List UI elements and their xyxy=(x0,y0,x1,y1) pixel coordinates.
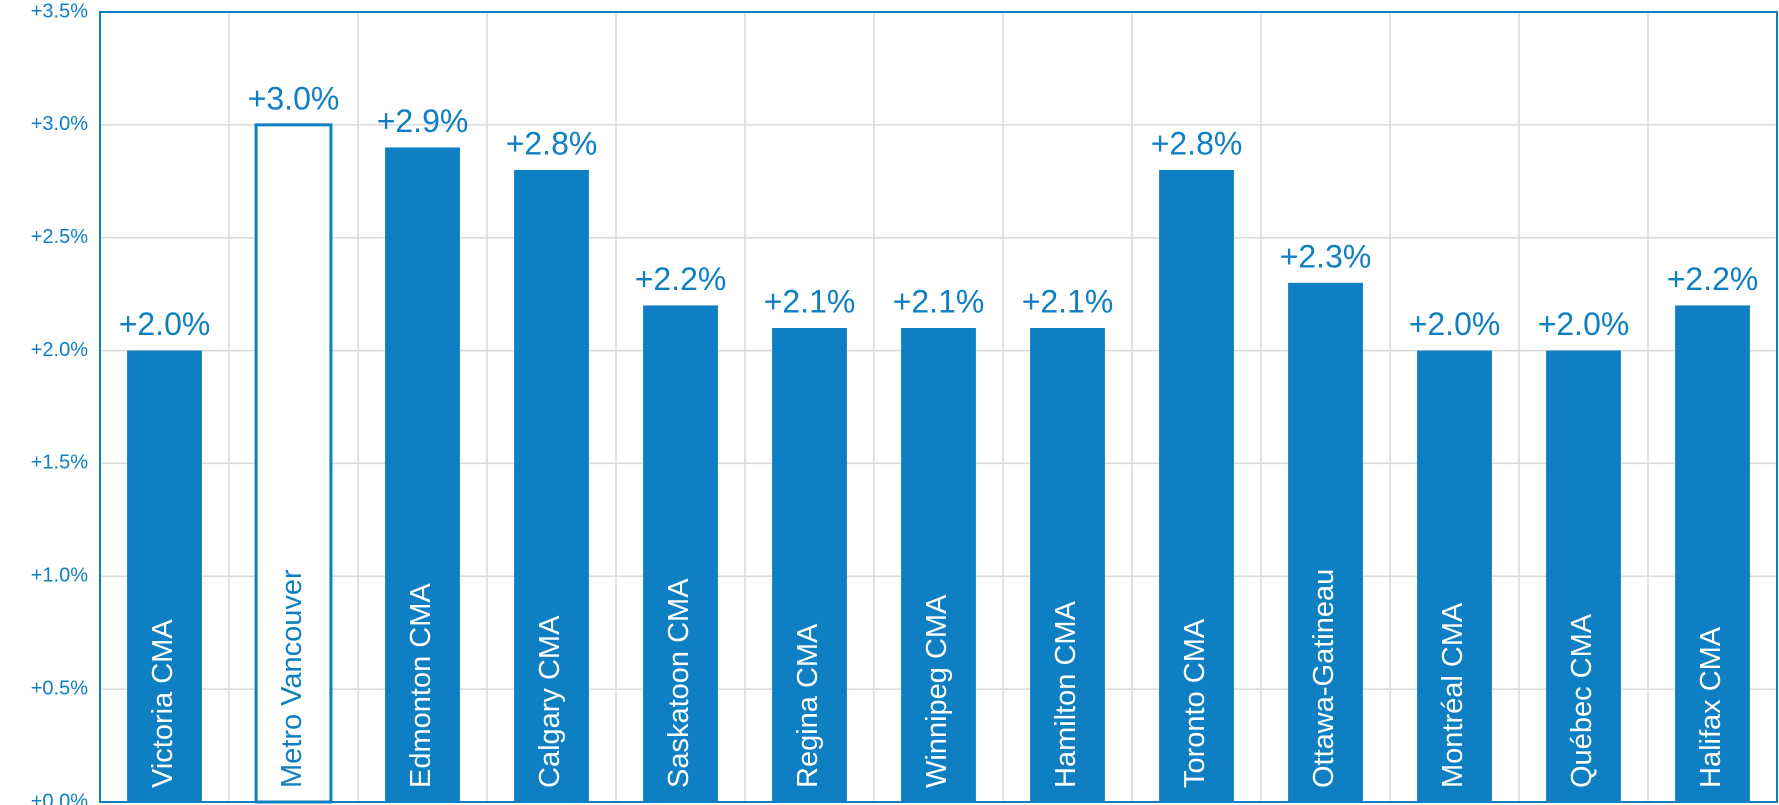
y-tick-label: +2.5% xyxy=(31,226,88,248)
category-label: Winnipeg CMA xyxy=(921,594,953,788)
bar xyxy=(1288,282,1363,802)
category-label: Montréal CMA xyxy=(1437,602,1469,788)
data-label: +2.9% xyxy=(377,103,469,139)
bar xyxy=(385,147,460,802)
data-label: +2.1% xyxy=(1022,283,1114,319)
category-label: Calgary CMA xyxy=(534,615,566,788)
y-tick-label: +0.5% xyxy=(31,677,88,699)
data-label: +2.0% xyxy=(1409,306,1501,342)
category-label: Metro Vancouver xyxy=(276,569,308,788)
bar xyxy=(1159,170,1234,802)
data-label: +3.0% xyxy=(248,80,340,116)
bar xyxy=(772,328,847,802)
y-tick-label: +3.0% xyxy=(31,113,88,135)
bar xyxy=(254,123,333,804)
data-label: +2.0% xyxy=(119,306,211,342)
data-label: +2.3% xyxy=(1280,238,1372,274)
category-label: Victoria CMA xyxy=(147,619,179,788)
category-label: Halifax CMA xyxy=(1695,626,1727,788)
category-label: Saskatoon CMA xyxy=(663,578,695,788)
data-label: +2.2% xyxy=(635,261,727,297)
y-tick-label: +0.0% xyxy=(31,790,88,805)
data-label: +2.1% xyxy=(893,283,985,319)
data-label: +2.0% xyxy=(1538,306,1630,342)
bar xyxy=(514,170,589,802)
y-tick-label: +1.5% xyxy=(31,452,88,474)
category-label: Hamilton CMA xyxy=(1050,600,1082,788)
bar xyxy=(1030,328,1105,802)
data-label: +2.2% xyxy=(1667,261,1759,297)
data-label: +2.8% xyxy=(506,125,598,161)
bar xyxy=(1546,350,1621,802)
data-label: +2.1% xyxy=(764,283,856,319)
category-label: Québec CMA xyxy=(1566,613,1598,788)
bar xyxy=(1417,350,1492,802)
y-tick-label: +1.0% xyxy=(31,565,88,587)
bar xyxy=(643,305,718,802)
category-label: Edmonton CMA xyxy=(405,583,437,788)
y-tick-label: +2.0% xyxy=(31,339,88,361)
bar xyxy=(127,350,202,802)
category-label: Regina CMA xyxy=(792,623,824,788)
category-label: Ottawa-Gatineau xyxy=(1308,569,1340,788)
y-tick-label: +3.5% xyxy=(31,0,88,22)
bar xyxy=(901,328,976,802)
category-label: Toronto CMA xyxy=(1179,618,1211,788)
data-label: +2.8% xyxy=(1151,125,1243,161)
bar xyxy=(1675,305,1750,802)
